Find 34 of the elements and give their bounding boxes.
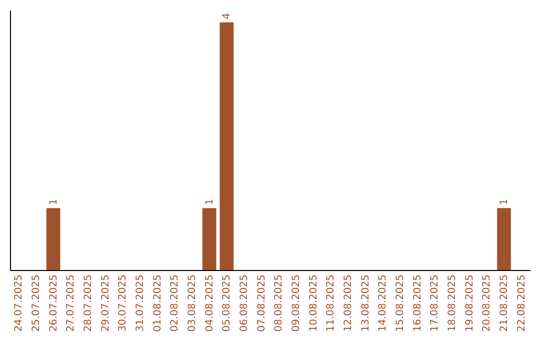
x-tick-label: 09.08.2025 [291,274,302,332]
x-tick-label: 25.07.2025 [31,274,42,332]
x-tick-label: 27.07.2025 [66,274,77,332]
x-tick-label: 26.07.2025 [48,274,60,332]
x-tick-label: 17.08.2025 [430,274,441,332]
x-tick-label: 24.07.2025 [14,274,25,332]
x-tick-label: 07.08.2025 [256,274,268,332]
x-tick-label: 30.07.2025 [118,274,129,332]
x-tick-label: 18.08.2025 [447,274,458,332]
x-tick-label: 04.08.2025 [204,274,216,332]
x-tick-label: 31.07.2025 [135,274,146,332]
data-label: 1 [48,198,60,206]
x-tick-label: 03.08.2025 [187,274,198,332]
x-tick-label: 13.08.2025 [360,274,372,332]
x-tick-label: 02.08.2025 [170,274,181,332]
x-tick-label: 06.08.2025 [239,274,250,332]
x-tick-label: 20.08.2025 [482,274,493,332]
x-tick-label: 28.07.2025 [83,274,94,332]
x-tick-label: 10.08.2025 [308,274,320,332]
data-label: 4 [222,13,233,20]
x-tick-label: 16.08.2025 [412,274,424,332]
x-tick-label: 14.08.2025 [378,274,389,332]
data-label: 1 [204,198,216,206]
x-tick-label: 11.08.2025 [326,274,337,332]
x-tick-label: 29.07.2025 [100,274,112,332]
x-tick-label: 05.08.2025 [222,274,233,332]
x-tick-label: 19.08.2025 [464,274,476,332]
x-tick-label: 08.08.2025 [274,274,285,332]
x-tick-label: 21.08.2025 [499,274,510,332]
data-label: 1 [499,198,510,206]
x-tick-label: 22.08.2025 [516,274,528,332]
x-tick-label: 15.08.2025 [395,274,406,332]
x-tick-label: 01.08.2025 [152,274,164,332]
x-tick-label: 12.08.2025 [343,274,354,332]
